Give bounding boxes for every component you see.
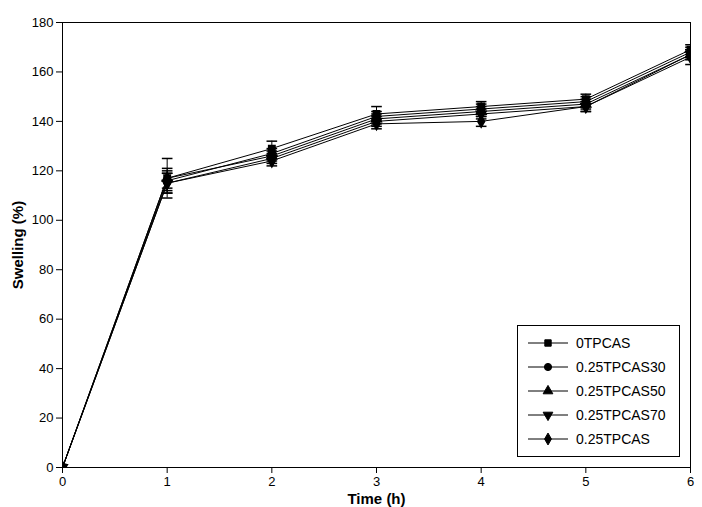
svg-text:20: 20	[39, 410, 53, 425]
svg-text:Time (h): Time (h)	[347, 490, 405, 507]
svg-text:40: 40	[39, 361, 53, 376]
svg-text:6: 6	[687, 474, 694, 489]
svg-text:0.25TPCAS50: 0.25TPCAS50	[576, 383, 666, 399]
svg-text:180: 180	[32, 15, 54, 30]
svg-text:Swelling (%): Swelling (%)	[9, 201, 26, 289]
svg-text:1: 1	[164, 474, 171, 489]
svg-text:0.25TPCAS70: 0.25TPCAS70	[576, 407, 666, 423]
svg-text:0.25TPCAS30: 0.25TPCAS30	[576, 359, 666, 375]
svg-text:0: 0	[59, 474, 66, 489]
svg-text:80: 80	[39, 262, 53, 277]
svg-text:0: 0	[46, 460, 53, 475]
svg-text:100: 100	[32, 212, 54, 227]
svg-text:5: 5	[582, 474, 589, 489]
svg-text:160: 160	[32, 64, 54, 79]
svg-text:0.25TPCAS: 0.25TPCAS	[576, 431, 650, 447]
svg-text:3: 3	[373, 474, 380, 489]
svg-text:4: 4	[478, 474, 485, 489]
svg-text:60: 60	[39, 311, 53, 326]
svg-text:120: 120	[32, 163, 54, 178]
svg-text:140: 140	[32, 114, 54, 129]
svg-text:2: 2	[268, 474, 275, 489]
svg-text:0TPCAS: 0TPCAS	[576, 335, 630, 351]
